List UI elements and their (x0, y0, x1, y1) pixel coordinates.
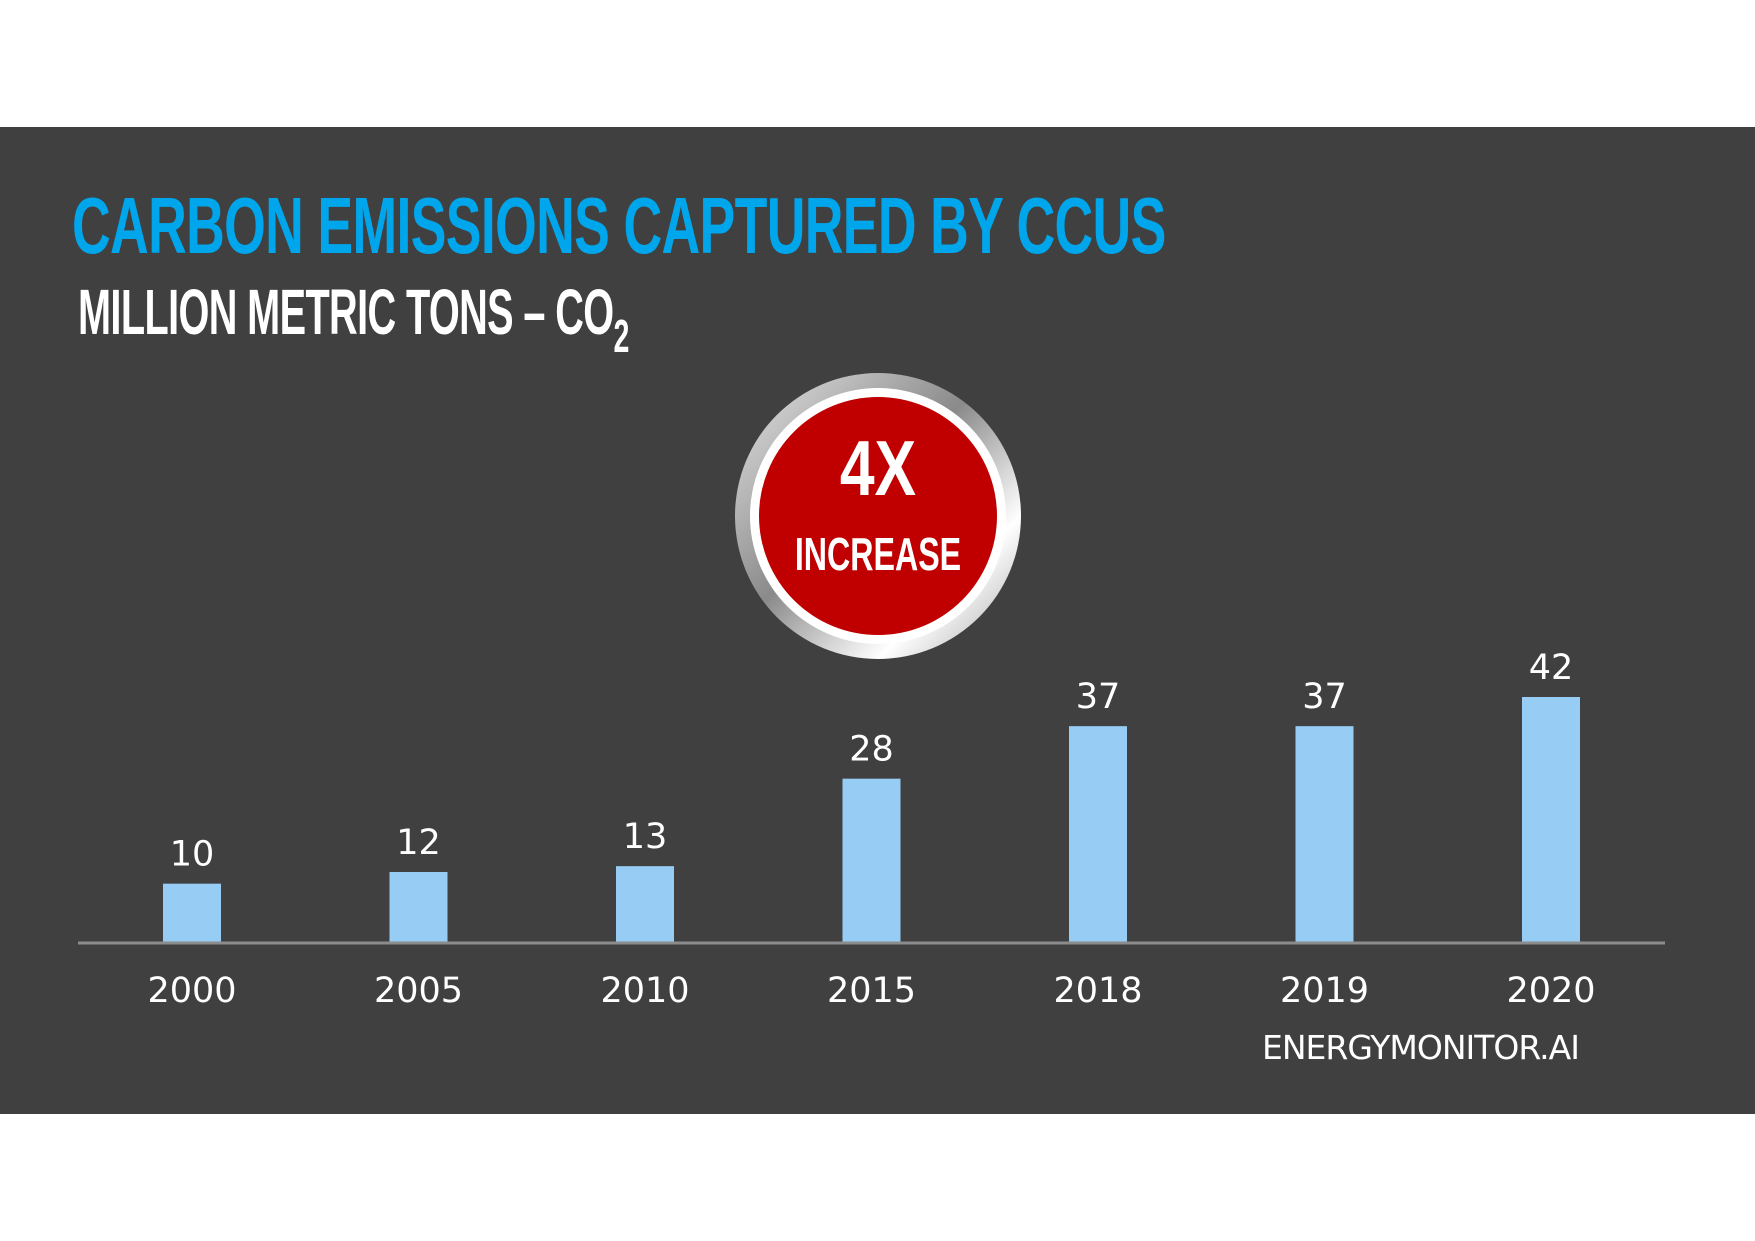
bar-series (163, 697, 1580, 942)
chart-title: CARBON EMISSIONS CAPTURED BY CCUS (72, 181, 1166, 270)
subtitle-text: MILLION METRIC TONS – CO (78, 276, 614, 348)
data-label-2010: 13 (623, 817, 668, 857)
badge-label-text: INCREASE (795, 529, 961, 580)
x-tick-label-2018: 2018 (1053, 971, 1142, 1011)
x-tick-label-2020: 2020 (1506, 971, 1595, 1011)
data-label-2000: 10 (170, 835, 215, 875)
x-tick-label-2005: 2005 (374, 971, 463, 1011)
x-tick-label-2000: 2000 (147, 971, 236, 1011)
chart-subtitle: MILLION METRIC TONS – CO2 (78, 280, 629, 359)
data-label-2019: 37 (1302, 677, 1347, 717)
bar-2015 (842, 778, 901, 942)
bar-2018 (1069, 726, 1127, 942)
bar-2005 (389, 872, 448, 942)
badge-fill (759, 397, 997, 635)
data-labels: 10 12 13 28 37 37 42 (170, 648, 1574, 875)
x-tick-label-2010: 2010 (600, 971, 689, 1011)
badge-multiplier-text: 4X (840, 424, 916, 511)
increase-badge: 4X INCREASE (735, 373, 1021, 659)
x-tick-label-2015: 2015 (827, 971, 916, 1011)
bar-2020 (1522, 697, 1580, 942)
bar-2010 (616, 866, 674, 942)
bar-2000 (163, 883, 221, 942)
x-tick-label-2019: 2019 (1280, 971, 1369, 1011)
data-label-2018: 37 (1076, 677, 1121, 717)
data-label-2020: 42 (1529, 648, 1574, 688)
subtitle-subscript: 2 (613, 310, 630, 362)
data-label-2005: 12 (396, 823, 441, 863)
x-axis-tick-labels: 2000 2005 2010 2015 2018 2019 2020 (147, 971, 1595, 1011)
bar-2019 (1295, 726, 1354, 942)
source-credit: ENERGYMONITOR.AI (1262, 1028, 1580, 1067)
data-label-2015: 28 (849, 730, 894, 770)
